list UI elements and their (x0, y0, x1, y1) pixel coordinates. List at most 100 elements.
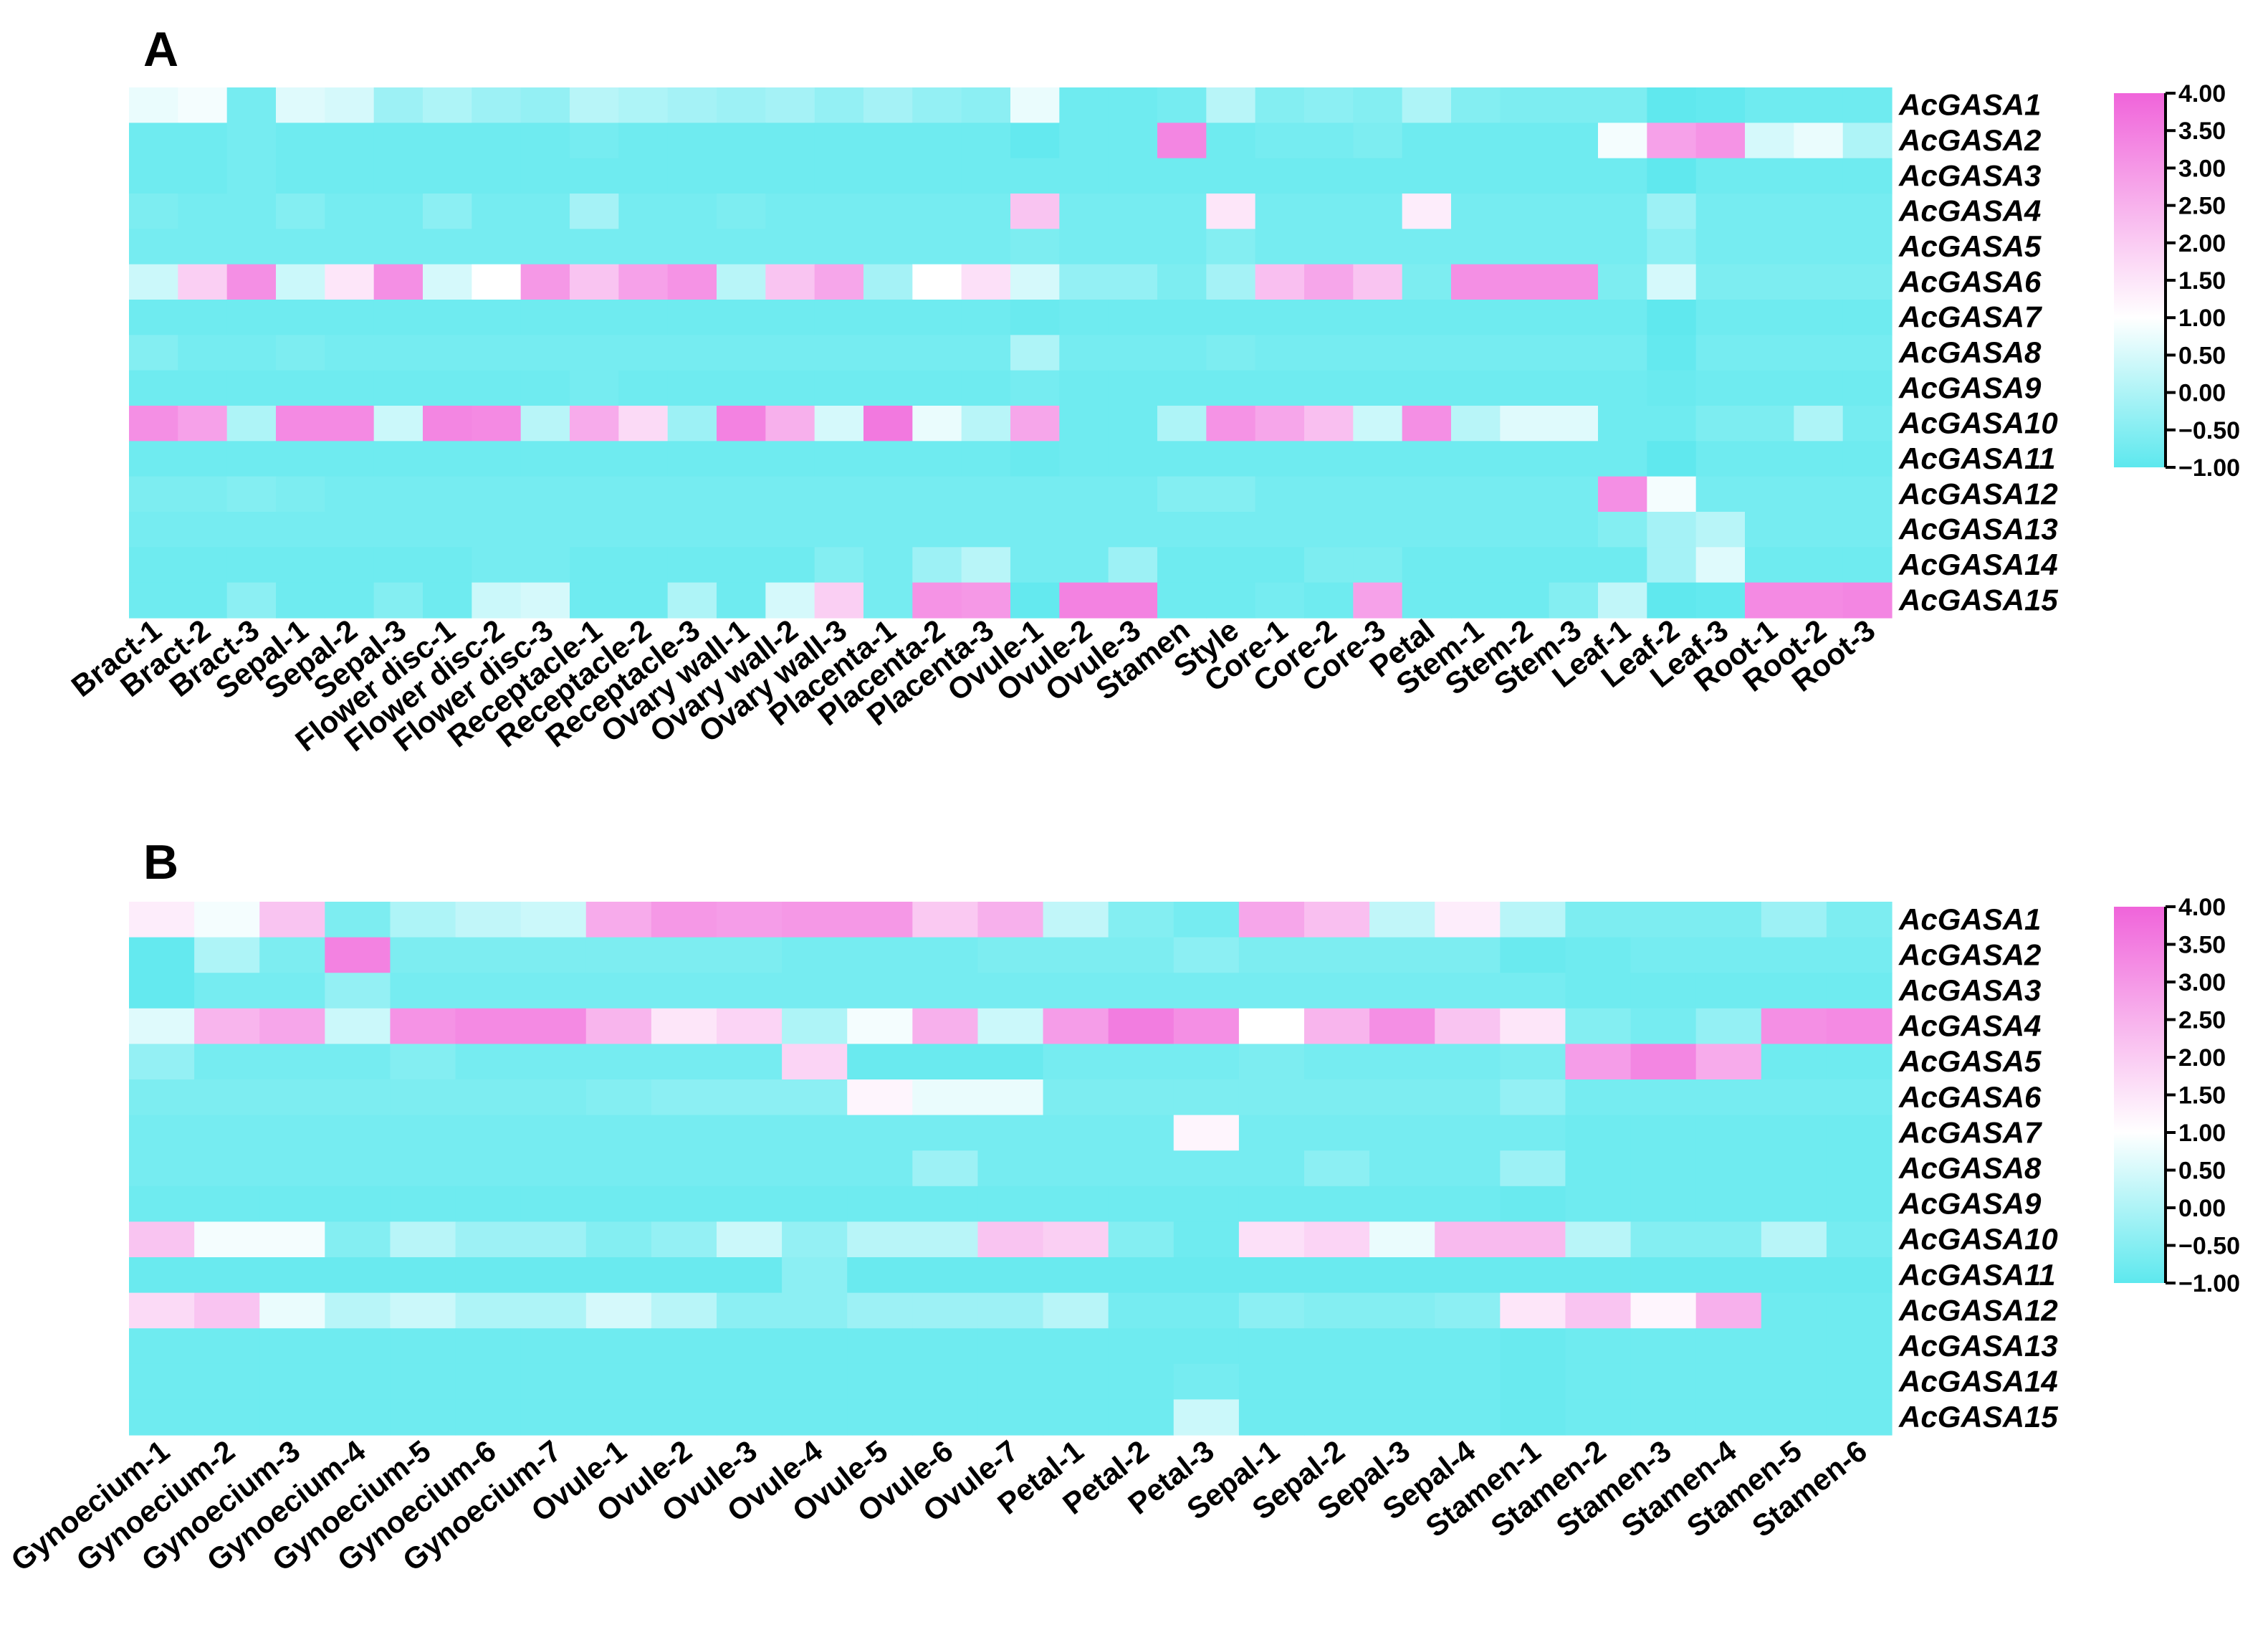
heatmap-cell (1500, 1186, 1566, 1222)
heatmap-cell (1353, 264, 1403, 300)
heatmap-cell (178, 229, 228, 265)
heatmap-cell (520, 87, 570, 123)
heatmap-cell (1173, 1292, 1240, 1329)
heatmap-cell (1043, 1150, 1109, 1187)
heatmap-cell (717, 300, 766, 335)
heatmap-cell (618, 194, 669, 229)
heatmap-cell (961, 300, 1011, 335)
heatmap-cell (1206, 406, 1256, 442)
heatmap-cell (194, 1115, 260, 1151)
heatmap-cell (226, 406, 277, 442)
heatmap-cell (961, 582, 1011, 619)
heatmap-cell (1157, 158, 1207, 194)
heatmap-cell (1500, 1221, 1566, 1258)
heatmap-cell (194, 1221, 260, 1258)
heatmap-cell (276, 194, 325, 229)
heatmap-cell (455, 1186, 522, 1222)
heatmap-cell (1435, 973, 1501, 1009)
colorbar-tick-label: 0.50 (2178, 342, 2226, 369)
heatmap-cell (472, 335, 522, 371)
colorbar-tick-label: 1.50 (2178, 1082, 2226, 1110)
heatmap-cell (814, 512, 864, 548)
heatmap-cell (373, 370, 424, 406)
heatmap-cell (1630, 1399, 1697, 1436)
heatmap-cell (1598, 300, 1647, 335)
heatmap-cell (226, 476, 277, 512)
heatmap-cell (1255, 158, 1305, 194)
heatmap-cell (1794, 123, 1844, 159)
heatmap-cell (226, 547, 277, 583)
heatmap-cell (912, 1257, 979, 1294)
heatmap-cell (1304, 1150, 1370, 1187)
heatmap-cell (1695, 87, 1746, 123)
heatmap-cell (1304, 406, 1354, 442)
heatmap-cell (390, 1257, 456, 1294)
heatmap-cell (1826, 1292, 1893, 1329)
heatmap-cell (1565, 1328, 1632, 1365)
heatmap-cell (1435, 1292, 1501, 1329)
heatmap-cell (1010, 87, 1060, 123)
heatmap-cell (847, 1363, 913, 1400)
heatmap-cell (1549, 512, 1599, 548)
heatmap-cell (1157, 370, 1207, 406)
heatmap-cell (1565, 1115, 1632, 1151)
heatmap-cell (717, 1150, 783, 1187)
heatmap-cell (1565, 1079, 1632, 1116)
heatmap-cell (1549, 476, 1599, 512)
heatmap-cell (1304, 1079, 1370, 1116)
heatmap-cell (1238, 1044, 1305, 1080)
heatmap-cell (977, 902, 1044, 938)
heatmap-cell (1500, 937, 1566, 973)
heatmap-cell (1402, 300, 1452, 335)
heatmap-cell (651, 902, 717, 938)
heatmap-cell (1745, 512, 1794, 548)
heatmap-cell (863, 87, 913, 123)
row-label: AcGASA13 (1898, 512, 2058, 546)
heatmap-cell (1402, 123, 1452, 159)
heatmap-cell (423, 335, 472, 371)
heatmap-cell (717, 476, 766, 512)
heatmap-cell (1630, 1328, 1697, 1365)
heatmap-cell (977, 973, 1044, 1009)
heatmap-cell (1108, 123, 1158, 159)
heatmap-cell (1043, 1115, 1109, 1151)
heatmap-cell (276, 123, 325, 159)
heatmap-cell (390, 1328, 456, 1365)
heatmap-cell (1304, 547, 1354, 583)
heatmap-cell (570, 123, 619, 159)
heatmap-cell (1695, 973, 1762, 1009)
heatmap-cell (651, 1186, 717, 1222)
heatmap-cell (1761, 973, 1827, 1009)
heatmap-cell (423, 264, 472, 300)
heatmap-cell (651, 937, 717, 973)
heatmap-cell (1549, 123, 1599, 159)
heatmap-cell (1695, 547, 1746, 583)
heatmap-cell (373, 406, 424, 442)
heatmap-cell (1451, 123, 1501, 159)
heatmap-cell (667, 264, 717, 300)
heatmap-cell (570, 229, 619, 265)
heatmap-cell (651, 1150, 717, 1187)
heatmap-cell (961, 512, 1011, 548)
heatmap-cell (912, 1008, 979, 1044)
heatmap-cell (325, 158, 375, 194)
heatmap-cell (1206, 300, 1256, 335)
heatmap-cell (1695, 1292, 1762, 1329)
heatmap-cell (1695, 194, 1746, 229)
heatmap-cell (847, 1008, 913, 1044)
heatmap-cell (1238, 973, 1305, 1009)
heatmap-cell (1108, 158, 1158, 194)
heatmap-cell (1304, 476, 1354, 512)
heatmap-cell (618, 441, 669, 477)
heatmap-cell (1630, 902, 1697, 938)
heatmap-cell (1500, 406, 1550, 442)
heatmap-cell (276, 264, 325, 300)
heatmap-cell (276, 441, 325, 477)
heatmap-cell (178, 335, 228, 371)
row-label: AcGASA7 (1898, 1115, 2042, 1149)
heatmap-cell (1157, 87, 1207, 123)
heatmap-cell (1745, 158, 1794, 194)
heatmap-cell (1549, 370, 1599, 406)
heatmap-cell (1842, 582, 1893, 619)
heatmap-cell (1369, 937, 1435, 973)
